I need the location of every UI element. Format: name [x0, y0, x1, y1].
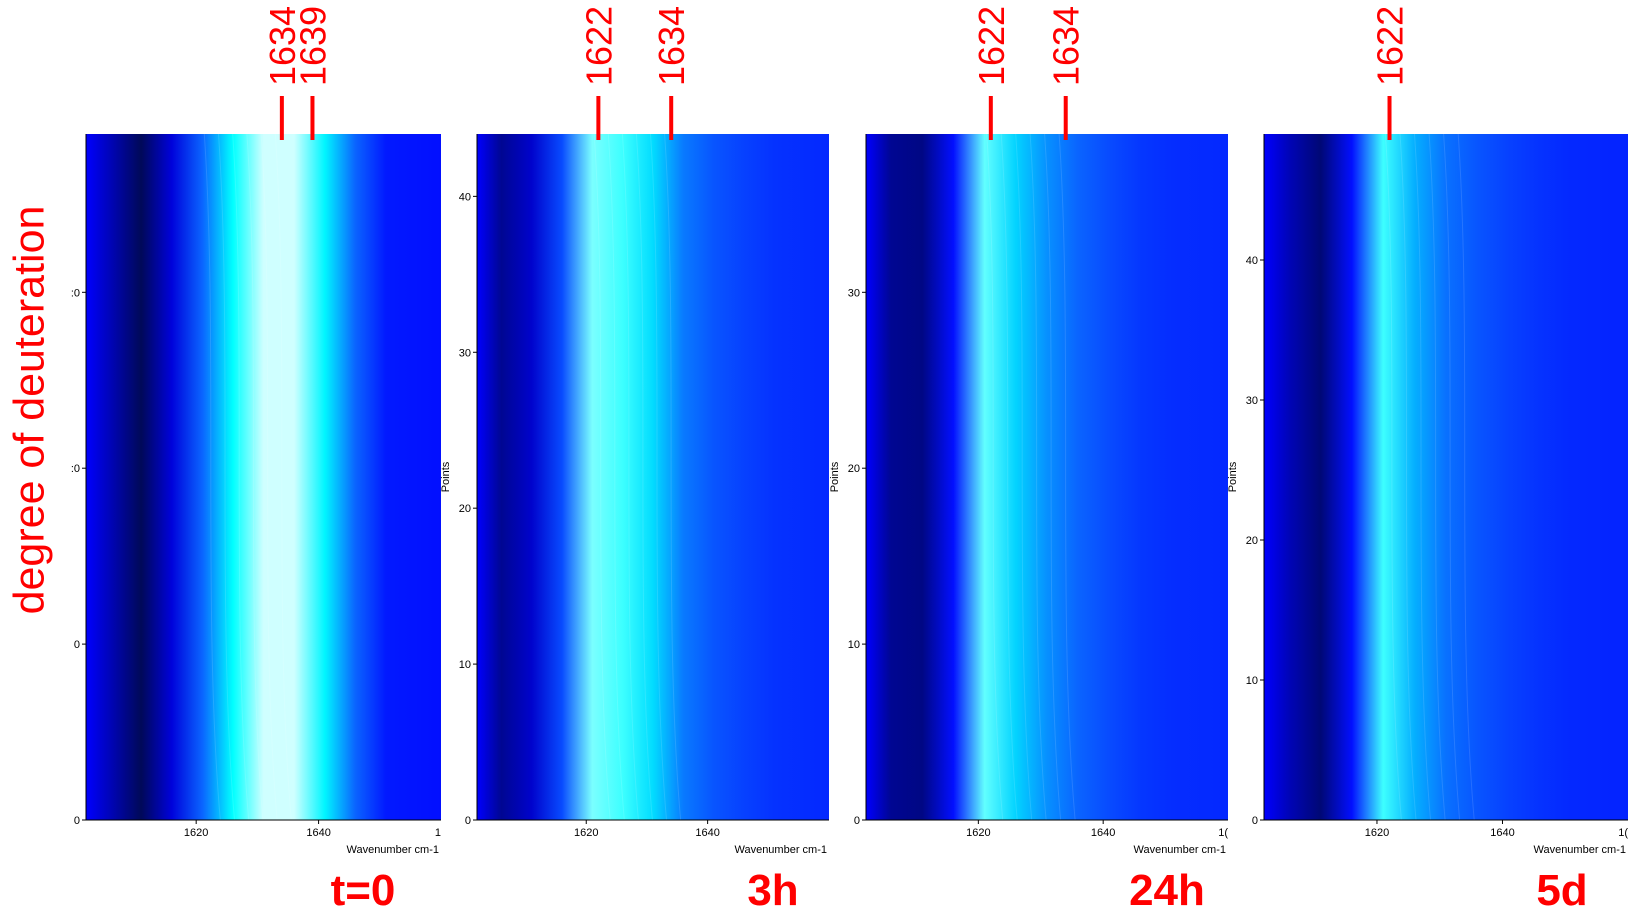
y-tick-label: 10: [848, 639, 860, 651]
y-tick-label: 0: [854, 815, 860, 827]
contour-line: [1000, 133, 1018, 821]
contour-line: [1399, 133, 1417, 821]
peak-marker-label: 1622: [578, 6, 619, 86]
x-axis-title: Wavenumber cm-1: [1133, 844, 1226, 856]
contour-line: [635, 133, 653, 821]
contour-line: [1457, 133, 1475, 821]
y-tick-label: 30: [459, 347, 471, 359]
y-tick-label: 30: [1246, 395, 1258, 407]
heatmap-area: [477, 134, 829, 820]
contour-line: [232, 133, 250, 821]
y-tick-label: 0: [465, 815, 471, 827]
x-tick-label: 1620: [184, 827, 208, 839]
y-axis-title: Points: [1227, 461, 1239, 492]
contour-line: [607, 133, 625, 821]
peak-marker-label: 1634: [262, 6, 303, 86]
contour-line: [246, 133, 264, 821]
time-label: 3h: [747, 866, 798, 911]
y-tick-label: 30: [848, 287, 860, 299]
contour-line: [986, 133, 1004, 821]
y-axis-title: Points: [829, 461, 841, 492]
heatmap-area: [1264, 134, 1628, 820]
y-tick-label: 0: [74, 639, 80, 651]
peak-marker-label: 1622: [971, 6, 1012, 86]
peak-marker-label: 1622: [1370, 6, 1411, 86]
contour-line: [1384, 133, 1402, 821]
y-tick-label: 40: [1246, 255, 1258, 267]
contour-line: [260, 133, 278, 821]
contour-line: [664, 133, 682, 821]
contour-line: [1029, 133, 1047, 821]
y-tick-label: 10: [459, 659, 471, 671]
contour-line: [274, 133, 292, 821]
contour-line: [650, 133, 667, 821]
y-tick-label: 40: [459, 191, 471, 203]
y-tick-label: 20: [1246, 535, 1258, 547]
x-tick-label: 1620: [966, 827, 990, 839]
time-label: t=0: [331, 866, 396, 911]
x-tick-label: 1620: [574, 827, 598, 839]
contour-line: [593, 133, 611, 821]
contour-line: [1015, 133, 1033, 821]
x-tick-label: 1640: [1490, 827, 1514, 839]
peak-marker-label: 1639: [292, 6, 333, 86]
y-tick-label: 0: [1252, 815, 1258, 827]
contour-line: [1414, 133, 1431, 821]
contour-line: [203, 133, 221, 821]
y-tick-label: 20: [459, 503, 471, 515]
x-tick-label: 1640: [1091, 827, 1115, 839]
x-tick-label: 1(: [1618, 827, 1628, 839]
contour-line: [1443, 133, 1461, 821]
x-tick-label: 1640: [306, 827, 330, 839]
heatmap-area: [866, 134, 1228, 820]
time-label: 24h: [1129, 866, 1205, 911]
contour-line: [1428, 133, 1446, 821]
y-tick-label: 20: [848, 463, 860, 475]
panel-3: 1620 1640 1( Wavenumber cm-1 0 10 20 30 Points 16…: [829, 6, 1228, 911]
contour-line: [218, 133, 235, 821]
x-axis-title: Wavenumber cm-1: [734, 844, 827, 856]
panel-4: 1620 1640 1( Wavenumber cm-1 0 10 20 30 40 Points…: [1227, 6, 1628, 911]
x-tick-label: 1640: [695, 827, 719, 839]
x-tick-label: 1(: [1218, 827, 1228, 839]
contour-line: [1044, 133, 1062, 821]
heatmap-area: [86, 134, 441, 820]
y-tick-label: 10: [1246, 675, 1258, 687]
peak-marker-label: 1634: [651, 6, 692, 86]
y-tick-label: :0: [71, 463, 80, 475]
peak-marker-label: 1634: [1046, 6, 1087, 86]
y-tick-label: :0: [71, 287, 80, 299]
x-tick-label: 1620: [1365, 827, 1389, 839]
x-axis-title: Wavenumber cm-1: [1533, 844, 1626, 856]
contour-line: [1058, 133, 1076, 821]
x-axis-title: Wavenumber cm-1: [346, 844, 439, 856]
contour-line: [621, 133, 639, 821]
panel-2: 1620 1640 Wavenumber cm-1 0 10 20 30 40 Points 16…: [440, 6, 829, 911]
time-label: 5d: [1536, 866, 1587, 911]
y-tick-label: 0: [74, 815, 80, 827]
y-axis-title: Points: [440, 461, 452, 492]
x-tick-label: 1: [435, 827, 441, 839]
